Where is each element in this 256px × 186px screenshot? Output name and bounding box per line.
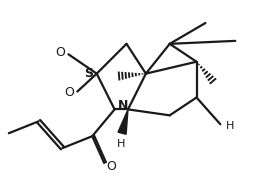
Text: N: N bbox=[118, 99, 128, 112]
Text: H: H bbox=[226, 121, 234, 131]
Text: H: H bbox=[117, 139, 125, 149]
Text: O: O bbox=[106, 160, 116, 173]
Text: O: O bbox=[55, 46, 65, 59]
Text: O: O bbox=[64, 86, 74, 100]
Text: S: S bbox=[84, 67, 93, 80]
Polygon shape bbox=[118, 109, 128, 134]
